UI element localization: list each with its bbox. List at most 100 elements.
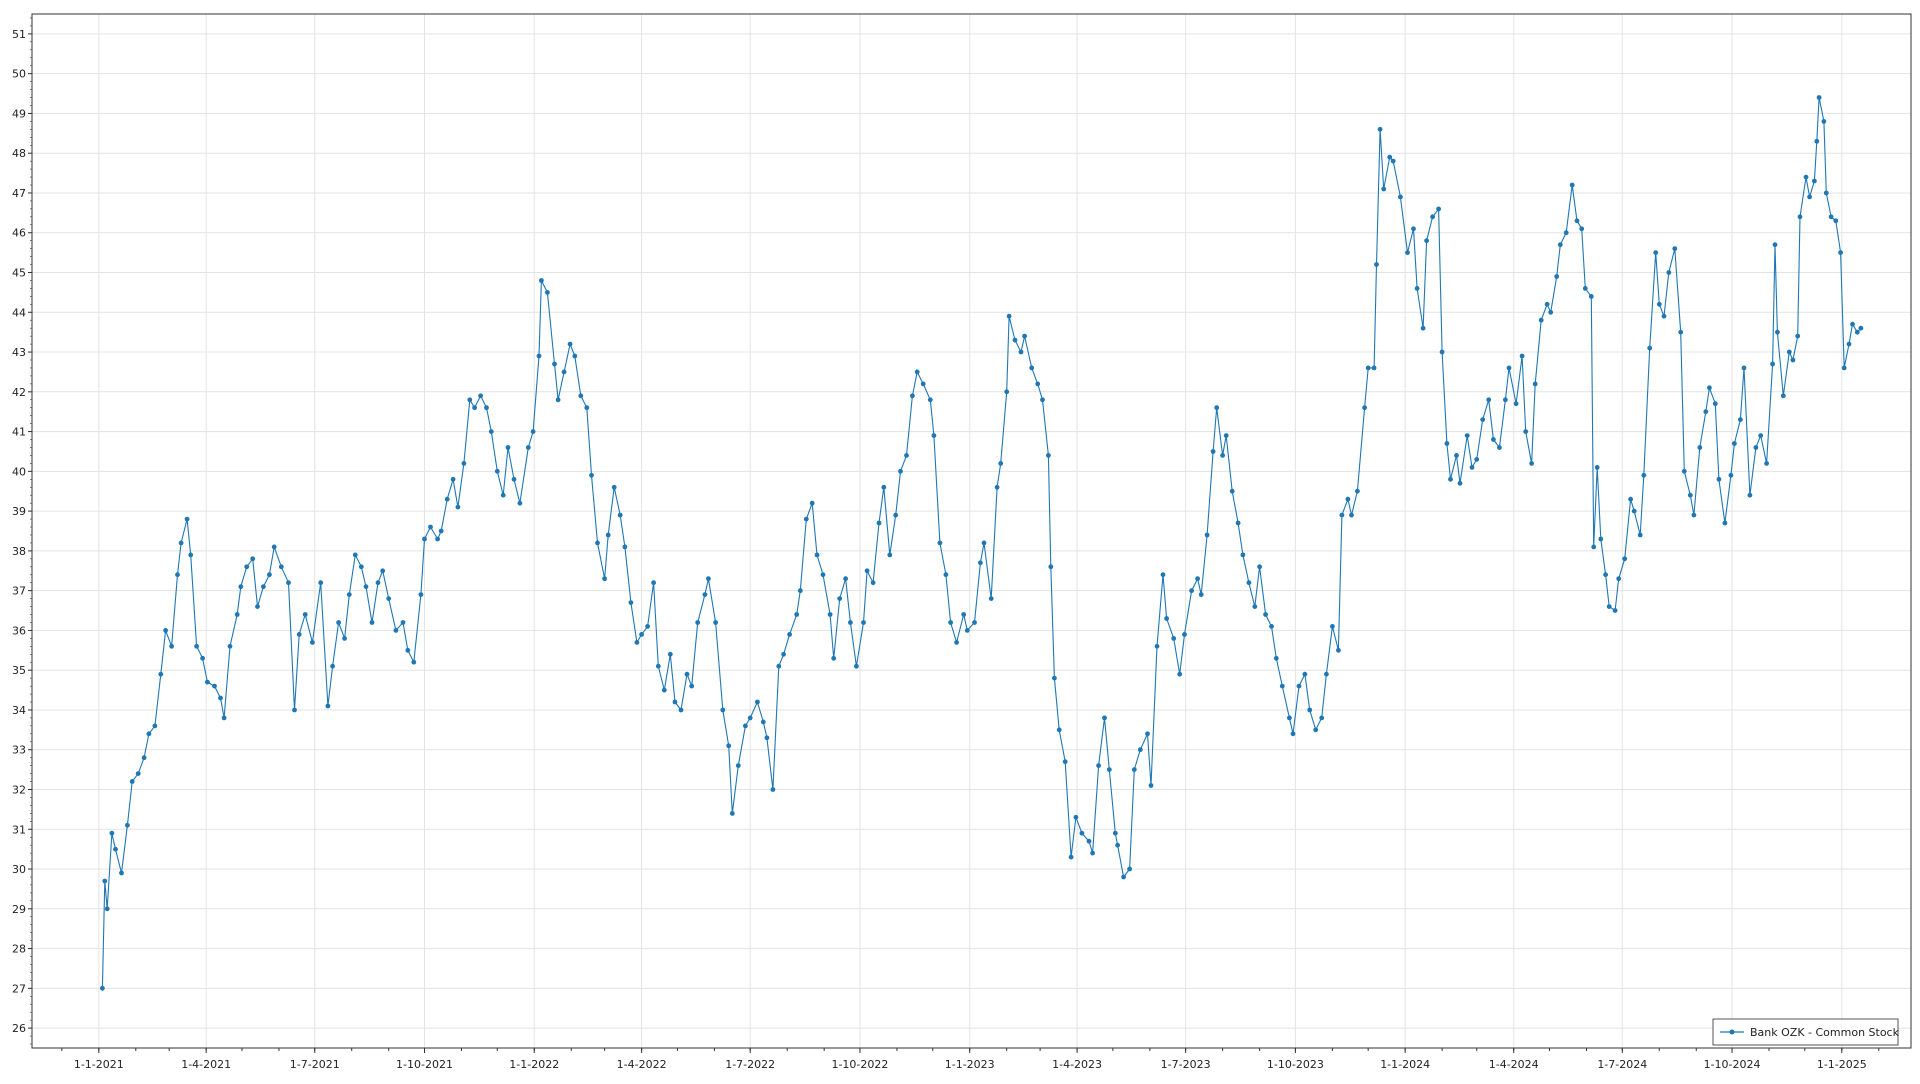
data-point — [484, 405, 489, 411]
data-point — [1112, 830, 1118, 836]
data-point — [920, 381, 926, 387]
data-point — [639, 632, 644, 637]
data-point — [655, 663, 661, 669]
data-point — [1747, 492, 1753, 498]
data-point — [1672, 246, 1678, 252]
data-point — [605, 532, 611, 538]
data-point — [781, 651, 786, 657]
data-point — [948, 620, 953, 625]
data-point — [831, 655, 837, 661]
data-point — [1040, 397, 1045, 403]
data-point — [726, 743, 732, 749]
data-point — [1503, 397, 1508, 403]
data-point — [1612, 608, 1618, 613]
y-tick-label: 42 — [12, 386, 26, 399]
data-point — [617, 512, 623, 518]
data-point — [375, 580, 381, 586]
data-point — [1444, 441, 1450, 446]
data-point — [1628, 496, 1633, 502]
data-point — [1189, 588, 1194, 594]
data-point — [1457, 480, 1463, 486]
data-point — [1405, 250, 1410, 256]
data-point — [870, 580, 876, 586]
data-point — [914, 369, 920, 375]
data-point — [1387, 154, 1393, 160]
data-point — [358, 564, 364, 570]
data-point — [525, 445, 531, 450]
data-point — [827, 612, 833, 617]
data-point — [1411, 226, 1416, 232]
data-point — [1214, 405, 1220, 411]
data-point — [1631, 508, 1637, 514]
data-point — [278, 564, 284, 570]
data-point — [184, 516, 190, 522]
data-point — [1464, 433, 1470, 438]
data-point — [998, 461, 1004, 466]
data-point — [661, 687, 667, 693]
y-tick-label: 32 — [12, 784, 26, 797]
data-point — [369, 620, 375, 625]
y-tick-label: 28 — [12, 943, 26, 956]
data-point — [1330, 624, 1335, 629]
data-point — [1377, 126, 1383, 132]
data-point — [119, 870, 124, 876]
data-point — [1833, 218, 1839, 224]
data-point — [1018, 349, 1024, 355]
data-point — [584, 405, 590, 411]
x-tick-label: 1-1-2024 — [1380, 1058, 1430, 1071]
data-point — [1656, 301, 1662, 307]
data-point — [1048, 564, 1054, 570]
data-point — [1661, 313, 1667, 319]
data-point — [255, 604, 260, 609]
y-tick-label: 46 — [12, 227, 26, 240]
data-point — [1838, 250, 1843, 256]
data-point — [684, 671, 690, 677]
data-point — [1775, 329, 1780, 335]
data-point — [261, 584, 266, 590]
data-point — [438, 528, 444, 534]
x-tick-label: 1-7-2024 — [1597, 1058, 1647, 1071]
data-point — [227, 643, 233, 649]
y-tick-label: 39 — [12, 505, 26, 518]
y-tick-label: 36 — [12, 624, 26, 637]
data-point — [820, 572, 826, 578]
data-point — [1171, 636, 1177, 641]
data-point — [861, 620, 866, 625]
data-point — [1554, 274, 1560, 279]
x-tick-label: 1-10-2023 — [1267, 1058, 1324, 1071]
data-point — [109, 830, 115, 836]
data-point — [1220, 453, 1225, 458]
data-point — [1090, 850, 1095, 856]
data-point — [218, 695, 223, 701]
data-point — [848, 620, 853, 625]
data-point — [1523, 429, 1529, 434]
data-point — [578, 393, 584, 399]
x-tick-label: 1-4-2023 — [1052, 1058, 1102, 1071]
data-point — [1738, 417, 1743, 422]
data-point — [205, 679, 210, 685]
data-point — [428, 524, 433, 530]
data-point — [1780, 393, 1786, 399]
data-point — [1653, 250, 1659, 256]
data-point — [296, 632, 302, 637]
data-point — [1828, 214, 1834, 220]
x-tick-label: 1-1-2022 — [509, 1058, 559, 1071]
data-point — [672, 699, 678, 705]
data-point — [336, 620, 341, 625]
data-point — [972, 620, 977, 625]
data-point — [1398, 194, 1403, 200]
y-tick-label: 44 — [12, 306, 26, 319]
data-point — [393, 628, 399, 633]
data-point — [1362, 405, 1367, 411]
data-point — [1823, 190, 1829, 196]
data-point — [530, 429, 536, 434]
data-point — [1812, 178, 1817, 184]
x-tick-label: 1-1-2021 — [74, 1058, 124, 1071]
data-point — [645, 624, 650, 629]
data-point — [988, 596, 994, 601]
data-point — [158, 671, 164, 677]
data-point — [1598, 536, 1604, 542]
data-point — [770, 787, 776, 792]
x-tick-label: 1-10-2024 — [1704, 1058, 1761, 1071]
data-point — [125, 822, 130, 828]
